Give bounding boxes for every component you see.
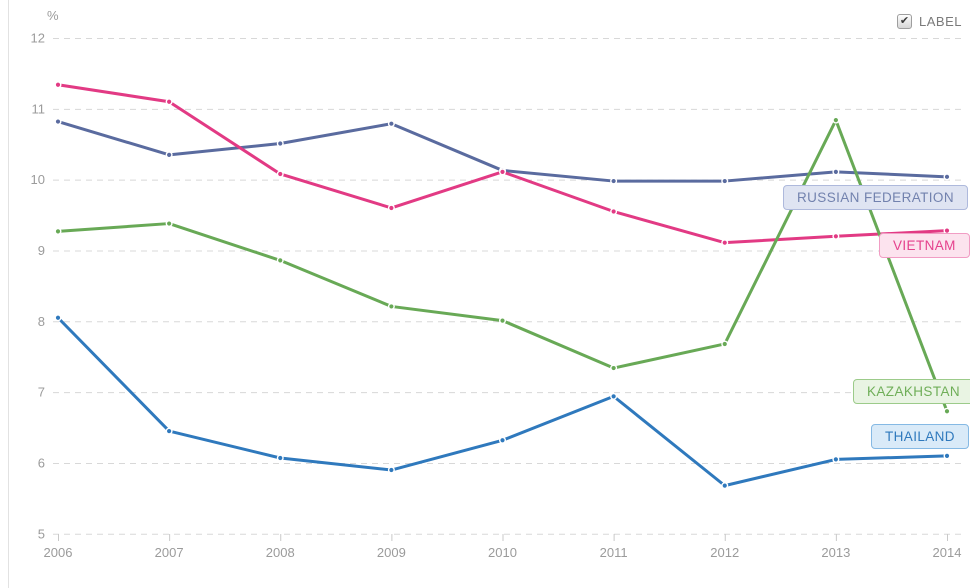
y-axis-tick-label: 10 [31,172,45,187]
data-point-thailand-2006[interactable] [54,314,62,322]
y-axis-tick-label: 12 [31,31,45,46]
x-axis-tick-label: 2012 [710,545,739,560]
data-point-thailand-2007[interactable] [165,427,173,435]
data-point-thailand-2014[interactable] [943,452,951,460]
series-line-kazakhstan [56,118,949,413]
data-point-kazakhstan-2011[interactable] [610,364,618,372]
series-label-kazakhstan: KAZAKHSTAN [853,379,970,404]
data-point-kazakhstan-2013[interactable] [832,116,840,124]
data-point-thailand-2011[interactable] [610,392,618,400]
data-point-vietnam-2008[interactable] [276,170,284,178]
data-point-vietnam-2010[interactable] [499,168,507,176]
data-point-kazakhstan-2009[interactable] [387,302,395,310]
data-point-kazakhstan-2008[interactable] [276,256,284,264]
series-label-russian-federation: RUSSIAN FEDERATION [783,185,968,210]
data-point-russian-federation-2011[interactable] [610,177,618,185]
data-point-russian-federation-2012[interactable] [721,177,729,185]
label-toggle-text: LABEL [919,14,962,29]
data-point-kazakhstan-2010[interactable] [499,317,507,325]
y-axis-tick-label: 11 [32,101,46,116]
y-axis-tick-label: 7 [38,385,45,400]
data-point-vietnam-2013[interactable] [832,232,840,240]
data-point-russian-federation-2009[interactable] [387,120,395,128]
data-point-russian-federation-2006[interactable] [54,118,62,126]
y-axis-tick-label: 9 [38,243,45,258]
data-point-vietnam-2009[interactable] [387,204,395,212]
label-checkbox[interactable]: ✔ [897,14,913,29]
x-axis-tick-label: 2013 [821,545,850,560]
series-line-thailand [56,316,949,488]
x-axis-tick-label: 2010 [488,545,517,560]
data-point-kazakhstan-2014[interactable] [943,407,951,415]
data-point-thailand-2009[interactable] [387,466,395,474]
data-point-kazakhstan-2006[interactable] [54,227,62,235]
y-axis-tick-label: 6 [38,455,45,470]
series-label-vietnam: VIETNAM [879,233,970,258]
y-axis-unit-label: % [47,8,59,23]
data-point-russian-federation-2013[interactable] [832,168,840,176]
x-axis-tick-label: 2008 [266,545,295,560]
x-axis-tick-label: 2014 [933,545,962,560]
data-point-russian-federation-2008[interactable] [276,140,284,148]
label-toggle[interactable]: ✔ LABEL [897,14,962,29]
data-point-thailand-2012[interactable] [721,482,729,490]
data-point-thailand-2010[interactable] [499,436,507,444]
data-point-kazakhstan-2012[interactable] [721,340,729,348]
data-point-vietnam-2006[interactable] [54,81,62,89]
y-axis-tick-label: 5 [38,526,45,541]
data-point-vietnam-2011[interactable] [610,208,618,216]
x-axis-tick-label: 2006 [44,545,73,560]
data-point-kazakhstan-2007[interactable] [165,220,173,228]
data-point-vietnam-2007[interactable] [165,98,173,106]
y-axis-tick-label: 8 [38,314,45,329]
x-axis-tick-label: 2009 [377,545,406,560]
data-point-russian-federation-2007[interactable] [165,151,173,159]
x-axis-tick-label: 2007 [155,545,184,560]
series-label-thailand: THAILAND [871,424,969,449]
data-point-russian-federation-2014[interactable] [943,173,951,181]
data-point-thailand-2008[interactable] [276,454,284,462]
data-point-vietnam-2012[interactable] [721,239,729,247]
data-point-thailand-2013[interactable] [832,455,840,463]
checkmark-icon: ✔ [899,15,910,27]
x-axis-tick-label: 2011 [600,545,628,560]
